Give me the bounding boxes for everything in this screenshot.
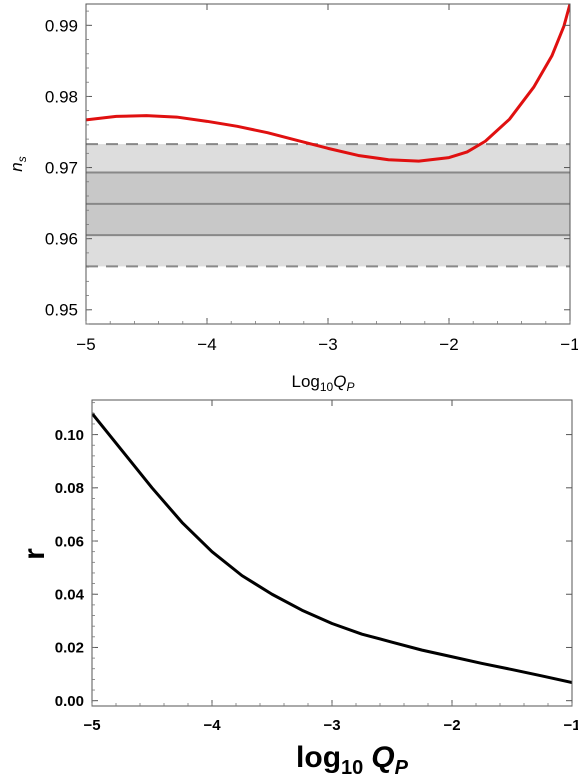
ns-y-tick-label: 0.98 bbox=[45, 87, 78, 106]
ns-x-ticks: −5 −4 −3 −2 −1 bbox=[76, 4, 578, 354]
ns-y-axis-label: ns bbox=[7, 156, 29, 171]
r-x-tick-label: −3 bbox=[323, 717, 340, 734]
r-y-tick-label: 0.00 bbox=[55, 693, 84, 710]
ns-x-tick-label: −3 bbox=[318, 335, 337, 354]
ns-x-tick-label: −5 bbox=[76, 335, 95, 354]
ns-x-tick-label: −1 bbox=[560, 335, 578, 354]
r-series-line bbox=[92, 412, 572, 685]
ns-x-tick-label: −2 bbox=[439, 335, 458, 354]
ns-y-tick-label: 0.95 bbox=[45, 301, 78, 320]
ns-x-axis-label: Log10QP bbox=[292, 372, 355, 394]
r-y-tick-label: 0.04 bbox=[55, 586, 85, 603]
r-x-tick-label: −5 bbox=[83, 717, 100, 734]
r-x-ticks: −5 −4 −3 −2 −1 bbox=[83, 400, 578, 734]
r-y-axis-label: r bbox=[18, 548, 51, 560]
r-x-tick-label: −2 bbox=[443, 717, 460, 734]
ns-series-line bbox=[86, 4, 570, 163]
r-x-tick-label: −4 bbox=[203, 717, 221, 734]
r-x-axis-label: log10 QP bbox=[296, 741, 409, 778]
ns-y-tick-label: 0.99 bbox=[45, 16, 78, 35]
r-plot-area bbox=[92, 412, 572, 685]
r-y-tick-label: 0.10 bbox=[55, 427, 84, 444]
r-panel: −5 −4 −3 −2 −1 0.00 0.02 0.04 0.06 0.08 0.10 log1… bbox=[18, 399, 578, 778]
r-y-tick-label: 0.02 bbox=[55, 640, 84, 657]
r-y-tick-label: 0.06 bbox=[55, 533, 84, 550]
r-x-tick-label: −1 bbox=[563, 717, 578, 734]
ns-panel: −5 −4 −3 −2 −1 0.950.960.970.980.99 Log10QP … bbox=[7, 3, 578, 394]
ns-y-ticks: 0.95 0.96 0.97 0.98 0.99 bbox=[45, 10, 570, 325]
r-y-ticks: 0.00 0.02 0.04 0.06 0.08 0.10 bbox=[55, 402, 572, 710]
ns-y-tick-label: 0.96 bbox=[45, 230, 78, 249]
ns-y-tick-label: 0.97 bbox=[45, 159, 78, 178]
ns-x-tick-label: −4 bbox=[197, 335, 216, 354]
ns-plot-area bbox=[86, 4, 570, 268]
r-y-tick-label: 0.08 bbox=[55, 480, 84, 497]
r-plot-frame bbox=[91, 399, 573, 707]
